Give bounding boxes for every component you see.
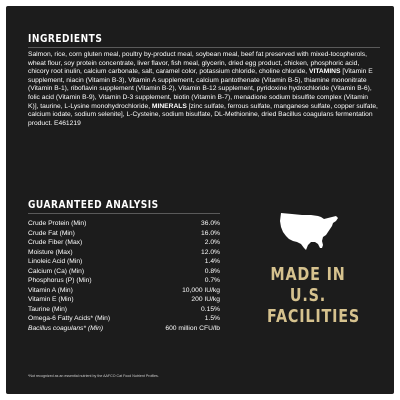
analysis-value: 1.5% [204,315,220,323]
analysis-label: Moisture (Max) [28,248,73,256]
analysis-label: Omega-6 Fatty Acids* (Min) [28,315,111,323]
analysis-row: Moisture (Max) 12.0% [28,248,220,258]
analysis-label: Bacillus coagulans* (Min) [28,325,104,333]
analysis-row: Linoleic Acid (Min) 1.4% [28,257,220,267]
analysis-row: Vitamin E (Min) 200 IU/kg [28,295,220,305]
usa-map-icon [280,213,338,250]
analysis-value: 2.0% [204,239,220,247]
analysis-value: 200 IU/kg [191,296,220,304]
analysis-value: 12.0% [201,248,220,256]
analysis-label: Crude Fiber (Max) [28,239,83,247]
ingredients-divider [28,47,380,48]
analysis-value: 0.15% [201,305,220,313]
nutrition-panel: INGREDIENTS Salmon, rice, corn gluten me… [6,6,394,394]
made-in-usa-badge: MADE IN U.S. FACILITIES [258,265,361,328]
analysis-value: 0.7% [204,277,220,285]
badge-line: U.S. [289,286,327,306]
badge-line: MADE IN [270,265,346,285]
analysis-label: Crude Protein (Min) [28,220,87,227]
analysis-label: Phosphorus (P) (Min) [28,277,92,285]
analysis-divider [28,213,220,214]
analysis-row: Phosphorus (P) (Min) 0.7% [28,276,220,286]
analysis-row: Crude Protein (Min) 36.0% [28,219,220,229]
analysis-row: Crude Fat (Min) 16.0% [28,229,220,239]
analysis-value: 36.0% [201,220,220,227]
analysis-table: Crude Protein (Min) 36.0% Crude Fat (Min)… [28,219,220,334]
analysis-value: 1.4% [204,258,220,266]
analysis-label: Vitamin E (Min) [28,296,74,304]
analysis-row: Vitamin A (Min) 10,000 IU/kg [28,286,220,296]
analysis-label: Vitamin A (Min) [28,286,73,294]
analysis-value: 16.0% [201,229,220,237]
analysis-label: Taurine (Min) [28,305,68,313]
ingredients-text-vitamins: [Vitamin E supplement, niacin (Vitamin B… [28,68,373,110]
analysis-row: Bacillus coagulans* (Min) 600 million CFU… [28,324,220,334]
analysis-label: Linoleic Acid (Min) [28,258,83,266]
analysis-heading: GUARANTEED ANALYSIS [28,199,159,211]
minerals-label: MINERALS [151,102,187,110]
analysis-value: 10,000 IU/kg [182,286,220,294]
analysis-label: Crude Fat (Min) [28,229,75,237]
analysis-value: 0.8% [204,267,220,275]
ingredients-text: Salmon, rice, corn gluten meal, poultry … [28,51,380,128]
analysis-row: Taurine (Min) 0.15% [28,305,220,315]
analysis-row: Calcium (Ca) (Min) 0.8% [28,267,220,277]
badge-line: FACILITIES [267,307,361,327]
analysis-label: Calcium (Ca) (Min) [28,267,85,275]
ingredients-text-minerals: [zinc sulfate, ferrous sulfate, manganes… [28,102,378,127]
analysis-row: Crude Fiber (Max) 2.0% [28,238,220,248]
ingredients-text-part1: Salmon, rice, corn gluten meal, poultry … [28,51,367,76]
analysis-row: Omega-6 Fatty Acids* (Min) 1.5% [28,314,220,324]
footnote: *Not recognized as an essential nutrient… [28,374,159,378]
analysis-value: 600 million CFU/lb [165,325,220,333]
vitamins-label: VITAMINS [309,68,341,76]
ingredients-heading: INGREDIENTS [28,33,103,45]
